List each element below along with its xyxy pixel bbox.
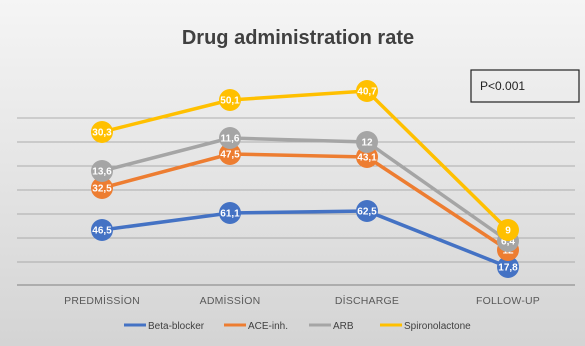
- category-label: FOLLOW-UP: [476, 295, 540, 307]
- data-label: 46,5: [92, 226, 112, 237]
- data-point: [219, 127, 241, 149]
- data-label: 47,5: [220, 150, 240, 161]
- series-line: [100, 89, 510, 232]
- p-value-annotation: P<0.001: [480, 79, 525, 93]
- data-label: 9: [505, 226, 511, 237]
- data-point: [219, 89, 241, 111]
- data-label: 13,6: [92, 167, 112, 178]
- legend: Beta-blocker ACE-inh. ARB Spironolactone: [124, 321, 471, 332]
- category-label: PREDMİSSİON: [64, 294, 140, 307]
- data-label: 6,4: [501, 237, 515, 248]
- data-point: [497, 256, 519, 278]
- data-label: 17,8: [498, 263, 518, 274]
- gridlines: [17, 117, 575, 263]
- data-label: 50,1: [220, 96, 240, 107]
- legend-label: ARB: [333, 321, 354, 332]
- data-label: 12: [361, 138, 373, 149]
- data-point: [356, 80, 378, 102]
- data-label: 40,7: [357, 87, 377, 98]
- series-line: [100, 136, 510, 243]
- data-label: 43,1: [357, 153, 377, 164]
- data-point: [91, 160, 113, 182]
- data-label: 11,6: [221, 134, 240, 145]
- data-label: 32,5: [92, 184, 112, 195]
- data-point: [356, 131, 378, 153]
- category-label: ADMİSSİON: [200, 294, 261, 307]
- data-label: 61,1: [220, 209, 240, 220]
- data-label: 30,3: [92, 128, 112, 139]
- data-point: [91, 177, 113, 199]
- legend-label: ACE-inh.: [248, 321, 288, 332]
- series-markers: 46,561,162,517,832,547,543,11213,611,612…: [91, 80, 519, 278]
- chart-title: Drug administration rate: [182, 27, 414, 49]
- category-label: DİSCHARGE: [335, 294, 399, 307]
- data-point: [91, 219, 113, 241]
- data-point: [356, 200, 378, 222]
- legend-label: Beta-blocker: [148, 321, 205, 332]
- series-line: [100, 152, 510, 252]
- series-line: [100, 209, 510, 269]
- category-labels: PREDMİSSİON ADMİSSİON DİSCHARGE FOLLOW-UP: [64, 294, 540, 307]
- annotation-box: P<0.001: [470, 69, 580, 103]
- data-point: [91, 121, 113, 143]
- legend-label: Spironolactone: [404, 321, 471, 332]
- data-point: [219, 143, 241, 165]
- data-label: 62,5: [357, 207, 377, 218]
- series-lines: [100, 89, 510, 269]
- data-point: [219, 202, 241, 224]
- data-point: [497, 219, 519, 241]
- annotation-frame: [470, 69, 580, 103]
